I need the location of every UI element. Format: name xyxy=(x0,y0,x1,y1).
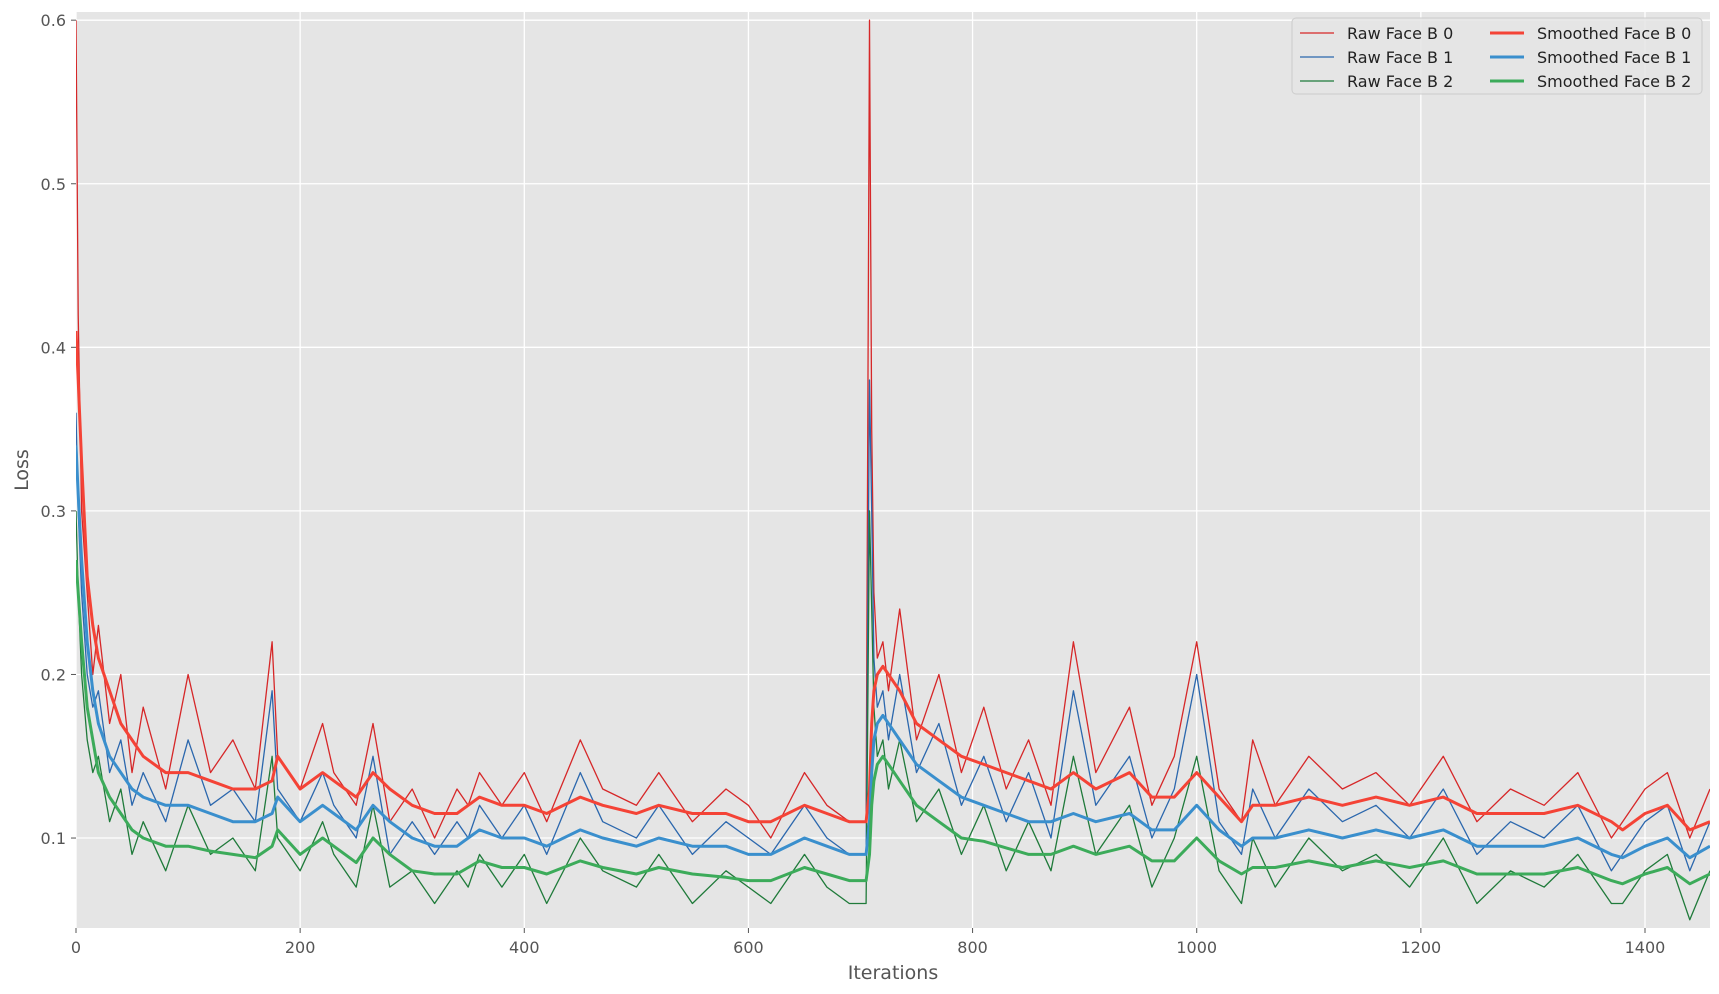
y-tick-label: 0.6 xyxy=(41,11,66,30)
series-line-3 xyxy=(76,330,1710,832)
plot-background xyxy=(76,12,1710,928)
legend-label: Smoothed Face B 0 xyxy=(1537,24,1691,43)
series-line-1 xyxy=(76,379,1710,872)
x-tick-label: 400 xyxy=(509,938,540,957)
series-line-0 xyxy=(76,19,1710,839)
x-axis-label: Iterations xyxy=(848,962,939,984)
y-tick-label: 0.5 xyxy=(41,175,66,194)
legend-label: Smoothed Face B 2 xyxy=(1537,72,1691,91)
series-lines xyxy=(76,19,1710,921)
x-tick-label: 200 xyxy=(285,938,316,957)
x-tick-label: 600 xyxy=(733,938,764,957)
y-tick-label: 0.4 xyxy=(41,338,66,357)
x-axis-ticks: 0 200 400 600 800 1000 1200 1400 xyxy=(71,928,1665,957)
y-tick-label: 0.3 xyxy=(41,502,66,521)
series-line-4 xyxy=(76,445,1710,860)
x-tick-label: 1200 xyxy=(1400,938,1441,957)
series-line-2 xyxy=(76,510,1710,921)
y-axis-ticks: 0.1 0.2 0.3 0.4 0.5 0.6 xyxy=(41,11,76,848)
y-axis-label: Loss xyxy=(11,449,33,491)
x-tick-label: 1400 xyxy=(1625,938,1666,957)
series-line-5 xyxy=(76,559,1710,886)
x-tick-label: 800 xyxy=(957,938,988,957)
legend-label: Raw Face B 2 xyxy=(1347,72,1453,91)
legend-label: Smoothed Face B 1 xyxy=(1537,48,1691,67)
y-tick-label: 0.2 xyxy=(41,665,66,684)
y-tick-label: 0.1 xyxy=(41,829,66,848)
legend-label: Raw Face B 1 xyxy=(1347,48,1453,67)
legend-label: Raw Face B 0 xyxy=(1347,24,1453,43)
legend: Raw Face B 0 Raw Face B 1 Raw Face B 2 Smoo… xyxy=(1291,17,1703,95)
x-tick-label: 0 xyxy=(71,938,81,957)
x-tick-label: 1000 xyxy=(1176,938,1217,957)
